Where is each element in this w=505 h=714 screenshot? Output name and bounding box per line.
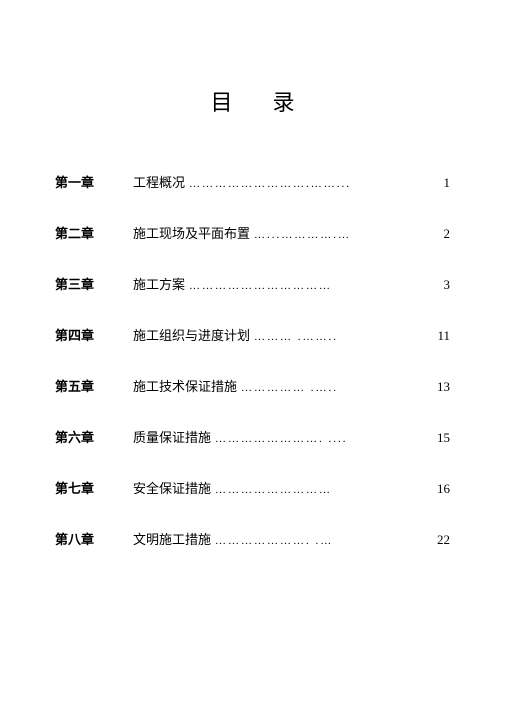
- toc-entry: 第六章 质量保证措施 ……………………. .... 15: [55, 427, 450, 446]
- title-char-2: 录: [273, 90, 335, 115]
- toc-entry: 第八章 文明施工措施 …………………. .… 22: [55, 529, 450, 548]
- page-container: 目录 第一章 工程概况 ……………………….……... 1 第二章 施工现场及平…: [0, 0, 505, 620]
- title-char-1: 目: [210, 90, 272, 115]
- page-number: 15: [426, 430, 450, 446]
- leader-dots: …………… .…..: [237, 382, 426, 394]
- toc-entry: 第一章 工程概况 ……………………….……... 1: [55, 172, 450, 191]
- toc-entry: 第五章 施工技术保证措施 …………… .….. 13: [55, 376, 450, 395]
- chapter-title: 工程概况: [133, 172, 185, 191]
- page-number: 13: [426, 379, 450, 395]
- chapter-title: 文明施工措施: [133, 529, 211, 548]
- page-number: 22: [426, 532, 450, 548]
- page-number: 1: [426, 175, 450, 191]
- toc-title: 目录: [55, 85, 450, 117]
- page-number: 11: [426, 328, 450, 344]
- leader-dots: ……………………….……...: [185, 178, 426, 190]
- page-number: 2: [426, 226, 450, 242]
- chapter-label: 第三章: [55, 274, 113, 293]
- leader-dots: ………………………: [211, 484, 426, 496]
- toc-entry: 第七章 安全保证措施 ……………………… 16: [55, 478, 450, 497]
- chapter-title: 质量保证措施: [133, 427, 211, 446]
- chapter-label: 第六章: [55, 427, 113, 446]
- leader-dots: ……………………. ....: [211, 433, 426, 445]
- leader-dots: …...………….…: [250, 229, 426, 241]
- page-number: 16: [426, 481, 450, 497]
- leader-dots: …………………. .…: [211, 535, 426, 547]
- chapter-title: 施工方案: [133, 274, 185, 293]
- chapter-label: 第五章: [55, 376, 113, 395]
- chapter-title: 施工现场及平面布置: [133, 223, 250, 242]
- chapter-label: 第四章: [55, 325, 113, 344]
- chapter-label: 第八章: [55, 529, 113, 548]
- chapter-title: 施工组织与进度计划: [133, 325, 250, 344]
- chapter-title: 安全保证措施: [133, 478, 211, 497]
- chapter-label: 第一章: [55, 172, 113, 191]
- page-number: 3: [426, 277, 450, 293]
- chapter-title: 施工技术保证措施: [133, 376, 237, 395]
- toc-entry: 第三章 施工方案 …………………………… 3: [55, 274, 450, 293]
- leader-dots: ……… .……..: [250, 331, 426, 343]
- chapter-label: 第七章: [55, 478, 113, 497]
- leader-dots: ……………………………: [185, 280, 426, 292]
- chapter-label: 第二章: [55, 223, 113, 242]
- toc-list: 第一章 工程概况 ……………………….……... 1 第二章 施工现场及平面布置…: [55, 172, 450, 548]
- toc-entry: 第四章 施工组织与进度计划 ……… .…….. 11: [55, 325, 450, 344]
- toc-entry: 第二章 施工现场及平面布置 …...………….… 2: [55, 223, 450, 242]
